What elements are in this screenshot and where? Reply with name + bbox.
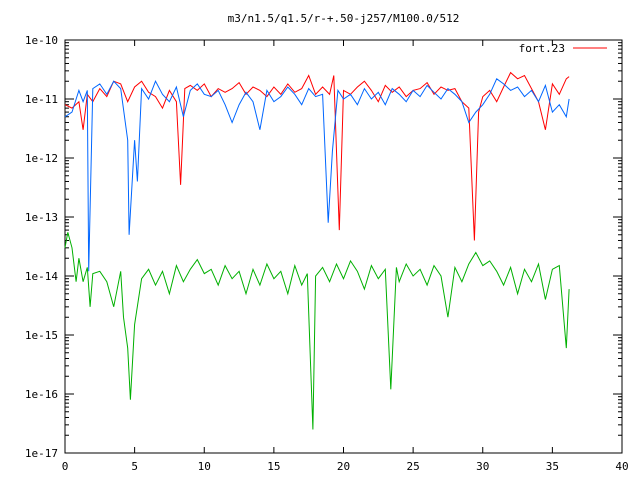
series-line-3	[64, 232, 570, 430]
x-tick-label: 0	[62, 460, 69, 473]
y-tick-label: 1e-16	[25, 388, 58, 401]
series-line-1	[64, 71, 570, 241]
y-tick-label: 1e-14	[25, 270, 58, 283]
x-tick-label: 40	[615, 460, 628, 473]
x-tick-label: 35	[546, 460, 559, 473]
y-tick-label: 1e-15	[25, 329, 58, 342]
x-tick-label: 25	[407, 460, 420, 473]
y-tick-label: 1e-11	[25, 93, 58, 106]
series-lines	[64, 71, 570, 430]
legend-label: fort.23	[519, 42, 565, 55]
series-line-2	[64, 78, 570, 272]
y-tick-label: 1e-13	[25, 211, 58, 224]
legend: fort.23	[519, 42, 607, 55]
y-tick-label: 1e-17	[25, 447, 58, 460]
y-tick-label: 1e-10	[25, 34, 58, 47]
y-tick-label: 1e-12	[25, 152, 58, 165]
axis-ticks: 0 5 10 15 20 25 30 35 40 1e-17 1e-16 1e-15 1e-14 1e-1…	[25, 34, 629, 473]
chart-title: m3/n1.5/q1.5/r-+.50-j257/M100.0/512	[228, 12, 460, 25]
x-tick-label: 20	[337, 460, 350, 473]
x-tick-label: 5	[131, 460, 138, 473]
x-tick-label: 30	[476, 460, 489, 473]
x-tick-label: 10	[198, 460, 211, 473]
x-tick-label: 15	[267, 460, 280, 473]
